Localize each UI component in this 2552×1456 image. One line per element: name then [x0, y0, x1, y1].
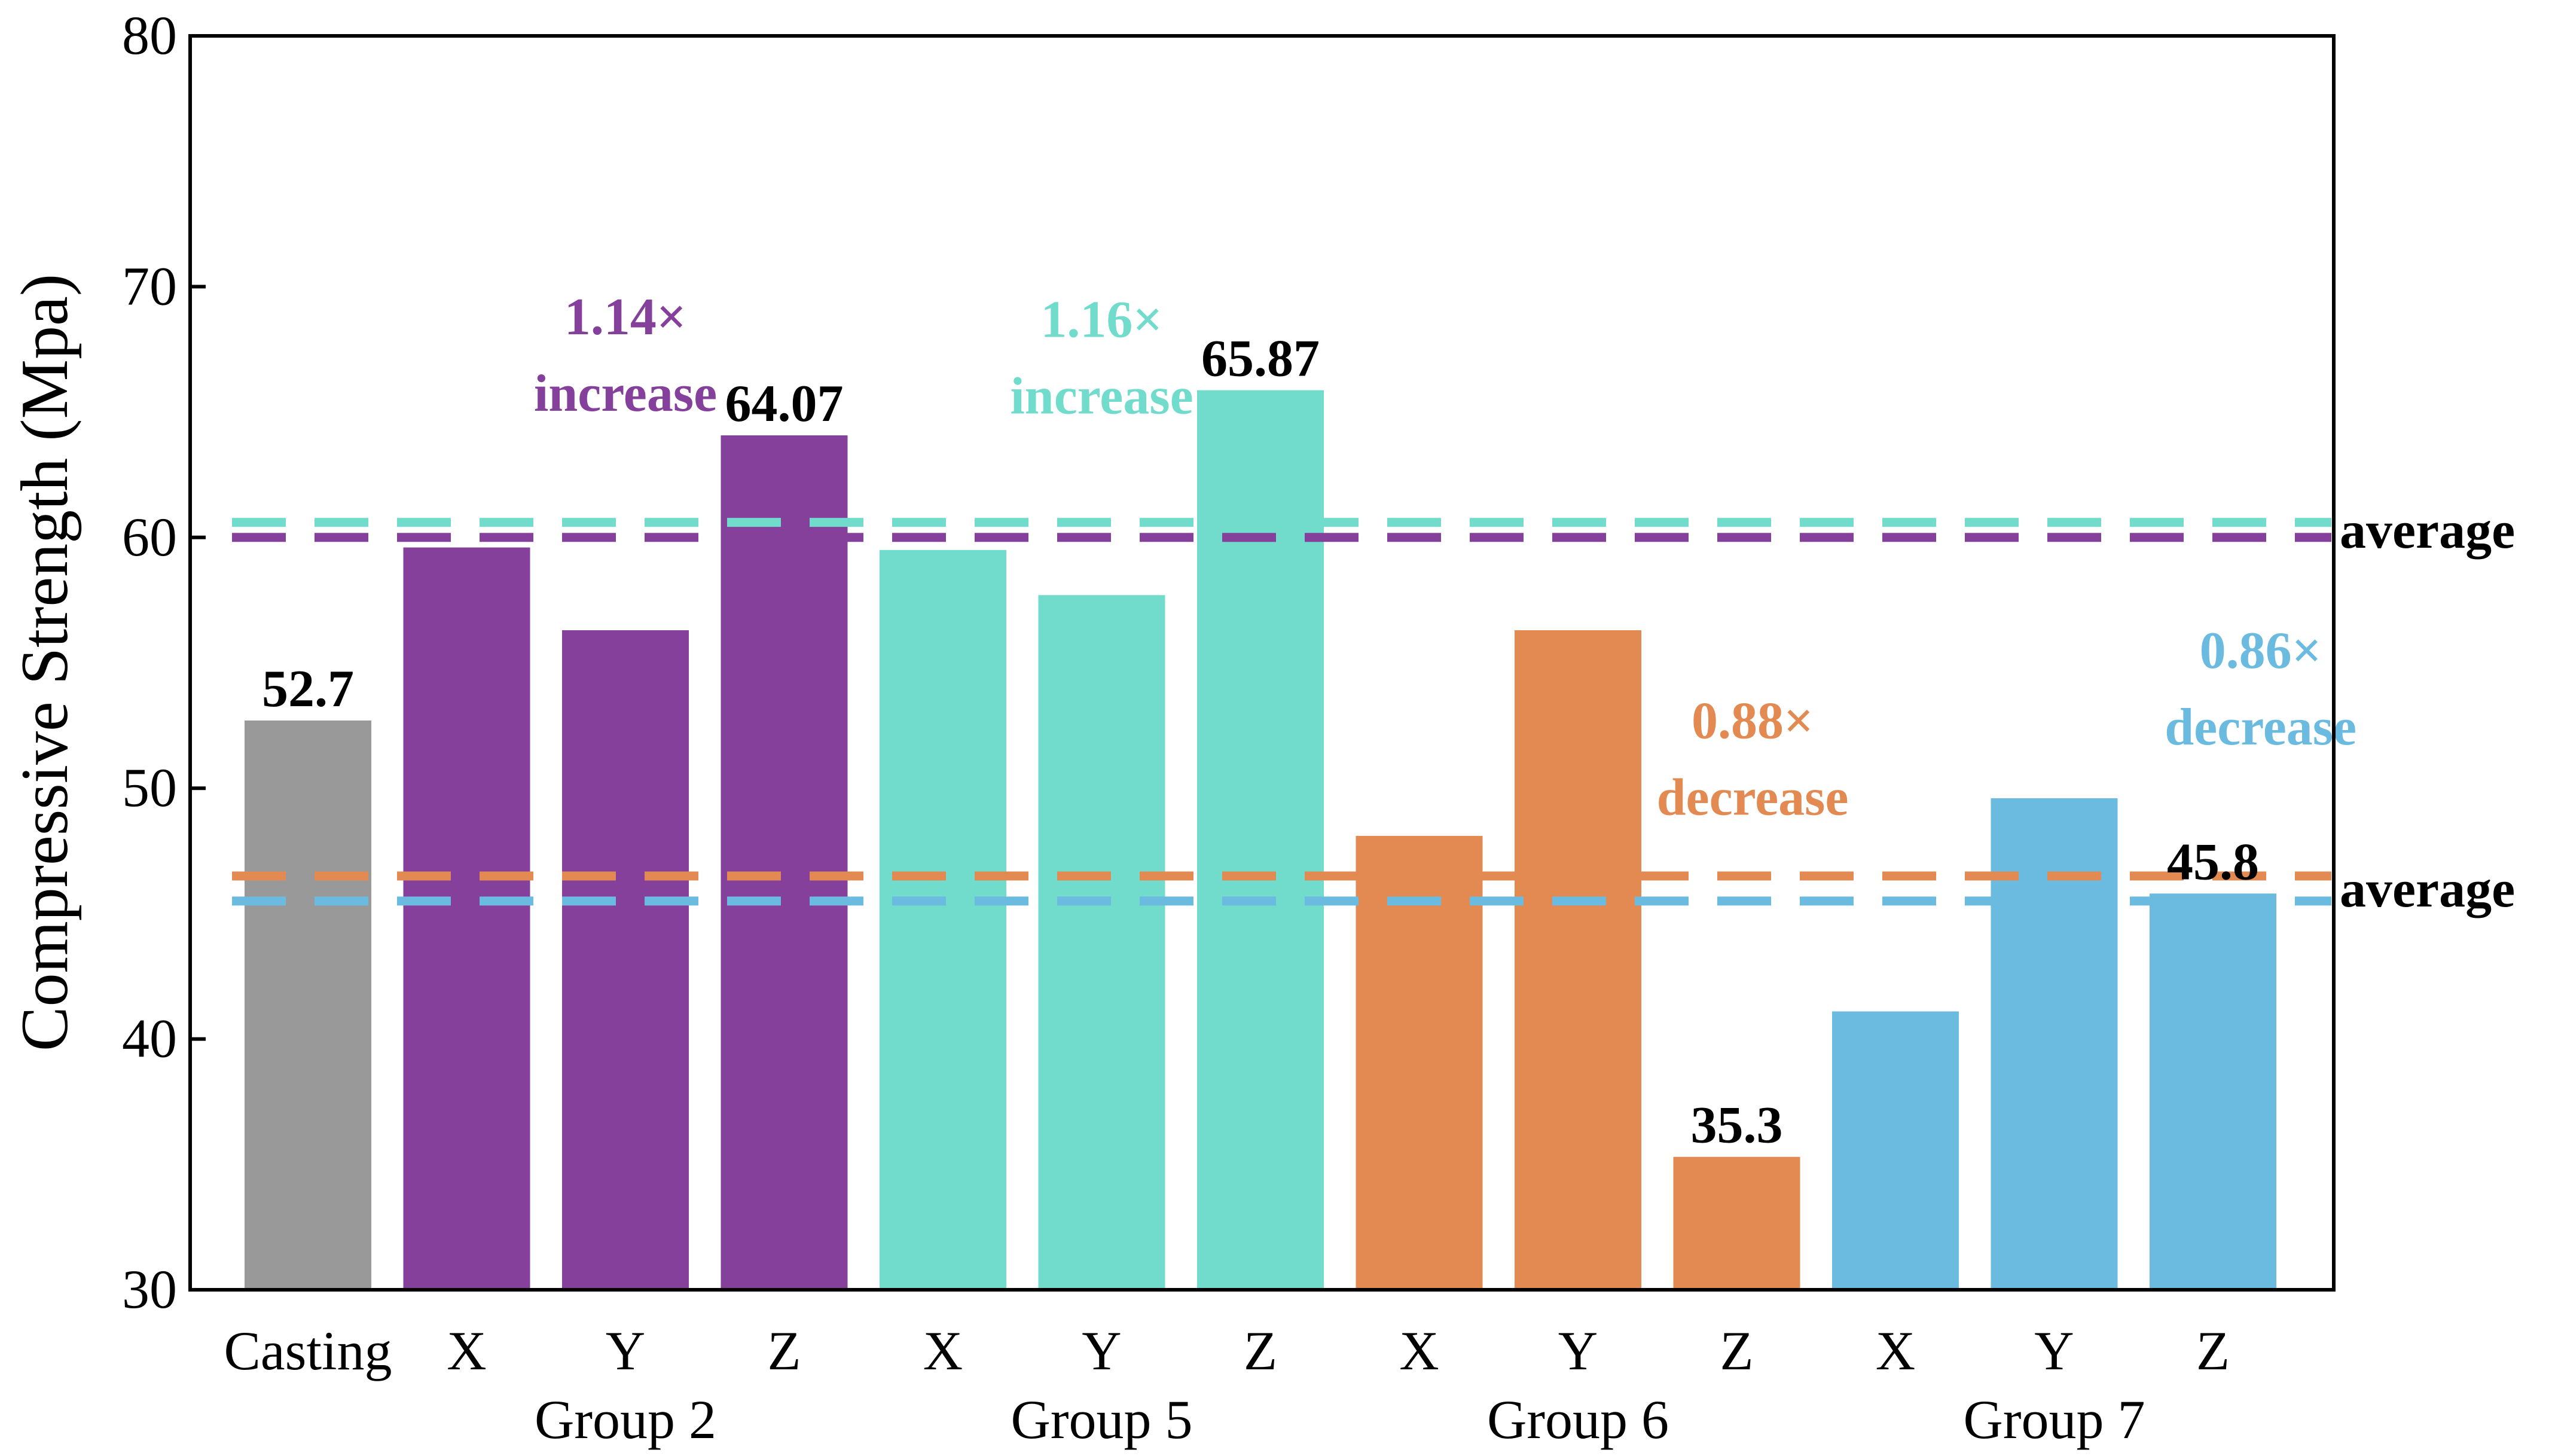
group-label: Group 6	[1487, 1389, 1669, 1450]
category-label: Casting	[224, 1320, 392, 1381]
bar-group7-z	[2150, 893, 2276, 1290]
annotation-text: 1.14×	[564, 288, 686, 346]
group-label: Group 7	[1963, 1389, 2145, 1450]
y-tick-label: 50	[122, 757, 177, 818]
category-label: Z	[2196, 1320, 2230, 1381]
y-tick-label: 60	[122, 506, 177, 567]
bar-group6-x	[1356, 835, 1483, 1290]
y-tick-label: 70	[122, 255, 177, 316]
y-axis-label: Compressive Strength (Mpa)	[8, 274, 82, 1051]
average-label: average	[2340, 860, 2515, 918]
bar-group6-z	[1673, 1156, 1800, 1290]
annotation-text: 0.88×	[1692, 692, 1814, 750]
bars-layer	[245, 390, 2276, 1290]
category-label: Y	[606, 1320, 645, 1381]
category-label: Z	[1720, 1320, 1753, 1381]
average-lines-layer	[232, 518, 2331, 906]
bar-group7-x	[1832, 1011, 1959, 1290]
annotation-text: 0.86×	[2200, 622, 2322, 680]
annotation-text: decrease	[2165, 698, 2356, 756]
data-label: 65.87	[1201, 330, 1320, 388]
plot-frame	[188, 34, 2336, 1292]
annotation-text: increase	[534, 365, 717, 423]
category-label: X	[1876, 1320, 1915, 1381]
category-label: Y	[2034, 1320, 2074, 1381]
y-tick-label: 30	[122, 1259, 177, 1320]
annotation-text: 1.16×	[1040, 291, 1162, 349]
labels-layer: Casting 52.7 X Y Z 64.07 X Y Z 65.87 X Y Z 35.3 X Y Z 45.…	[224, 288, 2515, 1450]
category-label: X	[923, 1320, 963, 1381]
category-label: X	[447, 1320, 486, 1381]
annotation-text: decrease	[1657, 768, 1849, 826]
data-label: 64.07	[725, 375, 844, 433]
bar-group2-z	[721, 435, 848, 1290]
category-label: Y	[1082, 1320, 1121, 1381]
y-tick-label: 80	[122, 5, 177, 66]
group-label: Group 2	[535, 1389, 716, 1450]
category-label: Y	[1558, 1320, 1598, 1381]
y-tick-label: 40	[122, 1008, 177, 1069]
category-label: Z	[1244, 1320, 1277, 1381]
annotation-text: increase	[1010, 367, 1193, 425]
bar-casting-casting	[245, 720, 371, 1290]
data-label: 35.3	[1691, 1097, 1783, 1155]
bar-group2-y	[562, 630, 689, 1290]
data-label: 45.8	[2167, 833, 2259, 891]
bar-group5-x	[880, 550, 1006, 1290]
group-label: Group 5	[1011, 1389, 1192, 1450]
category-label: Z	[767, 1320, 801, 1381]
category-label: X	[1399, 1320, 1439, 1381]
bar-group2-x	[403, 547, 530, 1290]
bar-group6-y	[1515, 630, 1641, 1290]
bar-group5-y	[1038, 595, 1165, 1290]
axis-layer: 30 40 50 60 70 80	[122, 5, 206, 1320]
data-label: 52.7	[262, 660, 354, 718]
average-label: average	[2340, 502, 2515, 560]
